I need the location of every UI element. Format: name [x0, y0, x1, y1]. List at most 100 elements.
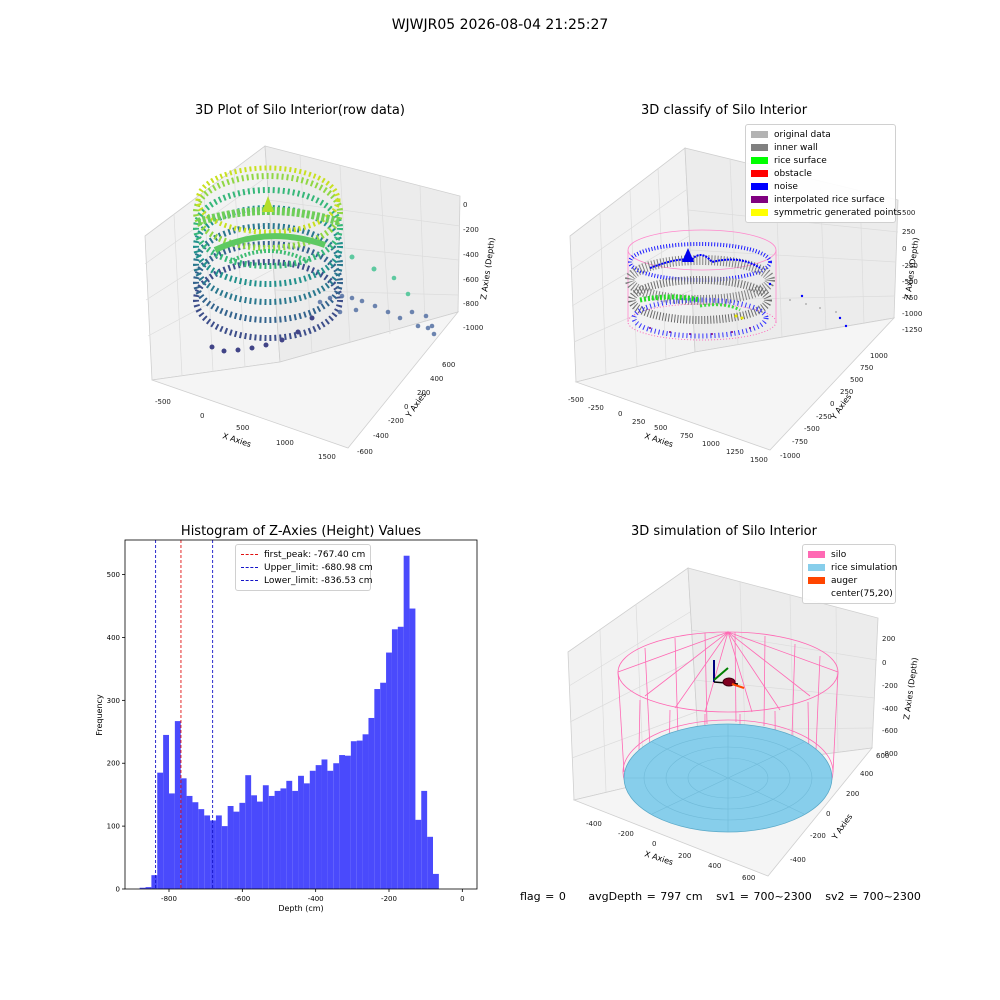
raw-z-tick: -1000	[463, 324, 483, 332]
legend-label: Lower_limit: -836.53 cm	[264, 575, 373, 586]
panel-raw-title: 3D Plot of Silo Interior(row data)	[195, 103, 405, 118]
raw-y-ticks: -600 -400 -200 0 200 400 600	[357, 361, 455, 456]
status-line: flag = 0 avgDepth = 797 cm sv1 = 700~230…	[520, 890, 921, 903]
raw-axes-panes	[144, 145, 461, 449]
legend-label: symmetric generated points	[774, 207, 902, 218]
histogram-x-tick-label: -200	[381, 895, 397, 903]
histogram-bar	[368, 717, 375, 889]
classify-z-tick: 500	[902, 209, 915, 217]
simulation-x-label: X Axies	[643, 849, 674, 867]
simulation-x-tick: -200	[618, 830, 634, 838]
histogram-bar	[298, 775, 304, 889]
rice-surface-texture	[624, 724, 832, 832]
histogram-bar	[409, 608, 416, 889]
legend-label: obstacle	[774, 168, 812, 179]
histogram-bar	[215, 815, 222, 889]
classify-x-tick: 1500	[750, 456, 768, 464]
histogram-bar	[303, 783, 310, 889]
legend-swatch	[751, 209, 768, 216]
legend-label: center(75,20)	[831, 588, 893, 599]
histogram-bar	[356, 740, 363, 889]
legend-swatch	[751, 131, 768, 138]
histogram-bar	[221, 826, 228, 889]
histogram-bar	[139, 887, 146, 889]
classify-y-tick: -500	[804, 425, 820, 433]
histogram-bar	[327, 770, 334, 889]
legend-swatch	[751, 196, 768, 203]
classify-y-tick: 1000	[870, 352, 888, 360]
histogram-bar	[391, 629, 398, 889]
histogram-bar	[403, 555, 410, 889]
legend-label: original data	[774, 129, 831, 140]
histogram-bar	[309, 770, 316, 889]
legend-swatch	[751, 170, 768, 177]
simulation-x-tick: -400	[586, 820, 602, 828]
raw-z-tick: 0	[463, 201, 467, 209]
classify-z-tick: 250	[902, 228, 915, 236]
histogram-bar	[333, 763, 340, 889]
raw-y-tick: -400	[373, 432, 389, 440]
raw-x-tick: 1500	[318, 453, 336, 461]
legend-swatch	[751, 183, 768, 190]
histogram-bar	[433, 873, 439, 889]
classify-x-tick: 750	[680, 432, 693, 440]
status-avg-depth: avgDepth = 797 cm	[588, 890, 703, 903]
histogram-legend: first_peak: -767.40 cm Upper_limit: -680…	[235, 544, 373, 591]
legend-label: interpolated rice surface	[774, 194, 885, 205]
histogram-bar	[151, 875, 158, 889]
classify-legend-entry: original data	[751, 128, 890, 141]
classify-z-tick: -1250	[902, 326, 922, 334]
histogram-bar	[198, 809, 205, 889]
panel-classify-title: 3D classify of Silo Interior	[640, 103, 808, 118]
classify-y-tick: -250	[816, 413, 832, 421]
histogram-x-tick-label: -600	[234, 895, 250, 903]
histogram-bar	[180, 778, 187, 889]
histogram-x-tick-label: 0	[460, 895, 464, 903]
simulation-z-tick: -400	[882, 705, 898, 713]
raw-y-tick: 200	[417, 389, 430, 397]
classify-x-tick: 1000	[702, 440, 720, 448]
classify-z-tick: 0	[902, 245, 906, 253]
classify-legend-entry: rice surface	[751, 154, 890, 167]
raw-y-tick: 600	[442, 361, 455, 369]
histogram-bar	[186, 795, 193, 889]
simulation-x-tick: 600	[742, 874, 755, 882]
histogram-bar	[421, 790, 428, 889]
histogram-bar	[163, 734, 169, 889]
legend-label: rice simulation	[831, 562, 898, 573]
histogram-chart: -800 -600 -400 -200 0 0 100 200 300 400 500 Depth…	[95, 539, 478, 913]
histogram-bar	[245, 775, 252, 889]
simulation-legend-entry: auger	[808, 574, 890, 587]
histogram-bar	[362, 734, 369, 889]
histogram-title: Histogram of Z-Axies (Height) Values	[180, 524, 422, 539]
histogram-x-ticks: -800 -600 -400 -200 0	[161, 889, 465, 903]
histogram-bar	[251, 795, 257, 889]
raw-point-cloud	[193, 165, 437, 354]
histogram-bar	[192, 802, 199, 889]
histogram-x-tick-label: -800	[161, 895, 177, 903]
histogram-bar	[145, 887, 152, 889]
histogram-x-tick-label: -400	[308, 895, 324, 903]
simulation-y-tick: 400	[860, 770, 873, 778]
histogram-y-tick-label: 300	[107, 697, 120, 705]
histogram-bar	[210, 820, 216, 889]
legend-line	[241, 554, 258, 555]
legend-line	[241, 580, 258, 581]
histogram-bar	[339, 755, 345, 889]
classify-legend: original data inner wall rice surface ob…	[745, 124, 902, 223]
raw-z-tick: -200	[463, 226, 479, 234]
histogram-y-tick-label: 400	[107, 634, 120, 642]
histogram-bar	[227, 805, 234, 889]
panel-classify-3d-plot: 500 250 0 -250 -500 -750 -1000 -1250 Z A…	[568, 147, 922, 464]
histogram-legend-entry: Lower_limit: -836.53 cm	[241, 574, 372, 587]
legend-swatch	[808, 577, 825, 584]
histogram-bar	[350, 741, 357, 889]
histogram-bar	[262, 785, 269, 889]
classify-x-ticks: -500 -250 0 250 500 750 1000 1250 1500	[568, 396, 768, 464]
histogram-frame	[124, 539, 478, 890]
simulation-z-label: Z Axies (Depth)	[902, 657, 920, 720]
classify-z-tick: -1000	[902, 310, 922, 318]
simulation-y-label: Y Axies	[830, 812, 855, 842]
legend-line	[241, 567, 258, 568]
legend-label: auger	[831, 575, 858, 586]
